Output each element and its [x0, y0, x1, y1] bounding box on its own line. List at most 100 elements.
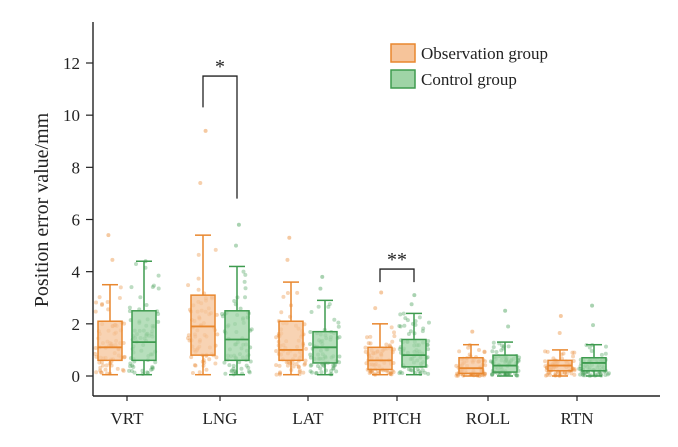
data-point	[476, 348, 481, 353]
data-point	[308, 369, 313, 374]
data-point	[97, 295, 102, 300]
data-point	[332, 317, 337, 322]
data-point	[426, 371, 431, 376]
data-point	[190, 371, 195, 376]
data-point	[243, 295, 248, 300]
data-point	[308, 330, 313, 335]
data-point	[127, 309, 132, 314]
data-point	[457, 349, 462, 354]
data-point	[274, 349, 279, 354]
data-point	[397, 323, 402, 328]
outlier-point	[287, 235, 292, 240]
data-point	[384, 342, 389, 347]
data-point	[150, 366, 155, 371]
data-point	[104, 363, 109, 368]
outlier-point	[320, 274, 325, 279]
data-point	[490, 372, 495, 377]
data-point	[408, 368, 413, 373]
data-point	[477, 373, 482, 378]
data-point	[454, 371, 459, 376]
data-point	[454, 363, 459, 368]
x-category-label: LNG	[203, 409, 238, 428]
outlier-point	[373, 306, 378, 311]
data-point	[603, 351, 608, 356]
data-point	[329, 368, 334, 373]
data-point	[517, 355, 522, 360]
data-point	[132, 370, 137, 375]
data-point	[294, 361, 299, 366]
outlier-point	[379, 290, 384, 295]
data-point	[117, 296, 122, 301]
data-point	[229, 369, 234, 374]
data-point	[100, 302, 105, 307]
data-point	[491, 340, 496, 345]
data-point	[196, 252, 201, 257]
data-point	[115, 366, 120, 371]
x-category-label: PITCH	[372, 409, 421, 428]
data-point	[543, 364, 548, 369]
data-point	[308, 342, 313, 347]
data-point	[309, 370, 314, 375]
data-point	[103, 367, 108, 372]
data-point	[281, 294, 286, 299]
data-point	[455, 373, 460, 378]
data-point	[368, 334, 373, 339]
data-point	[400, 371, 405, 376]
data-point	[603, 373, 608, 378]
data-point	[93, 309, 98, 314]
data-point	[239, 366, 244, 371]
data-point	[420, 368, 425, 373]
data-point	[331, 363, 336, 368]
data-point	[130, 363, 135, 368]
data-point	[420, 329, 425, 334]
outlier-point	[503, 308, 508, 313]
y-tick-label: 12	[63, 54, 80, 73]
data-point	[561, 351, 566, 356]
data-point	[580, 372, 585, 377]
data-point	[426, 320, 431, 325]
data-point	[398, 370, 403, 375]
data-point	[606, 371, 611, 376]
data-point	[363, 345, 368, 350]
data-point	[277, 372, 282, 377]
data-point	[129, 369, 134, 374]
outlier-point	[236, 222, 241, 227]
data-point	[291, 364, 296, 369]
data-point	[426, 339, 431, 344]
data-point	[127, 368, 132, 373]
data-point	[490, 349, 495, 354]
data-point	[207, 357, 212, 362]
data-point	[605, 372, 610, 377]
data-point	[243, 286, 248, 291]
data-point	[122, 354, 127, 359]
data-point	[370, 370, 375, 375]
data-point	[93, 351, 98, 356]
data-point	[564, 371, 569, 376]
data-point	[599, 352, 604, 357]
data-point	[274, 372, 279, 377]
data-point	[94, 370, 99, 375]
data-point	[336, 320, 341, 325]
y-tick-label: 0	[72, 367, 81, 386]
outlier-point	[412, 293, 417, 298]
data-point	[392, 334, 397, 339]
data-point	[244, 363, 249, 368]
data-point	[186, 283, 191, 288]
data-point	[145, 370, 150, 375]
significance-bracket	[202, 75, 238, 199]
outlier-point	[506, 324, 511, 329]
data-point	[97, 360, 102, 365]
data-point	[598, 371, 603, 376]
data-point	[366, 341, 371, 346]
data-point	[388, 371, 393, 376]
y-axis-label: Position error value/mm	[31, 112, 53, 307]
y-tick-label: 10	[63, 106, 80, 125]
data-point	[418, 370, 423, 375]
data-point	[587, 345, 592, 350]
data-point	[426, 347, 431, 352]
data-point	[128, 364, 133, 369]
data-point	[249, 327, 254, 332]
data-point	[134, 261, 139, 266]
data-point	[231, 363, 236, 368]
